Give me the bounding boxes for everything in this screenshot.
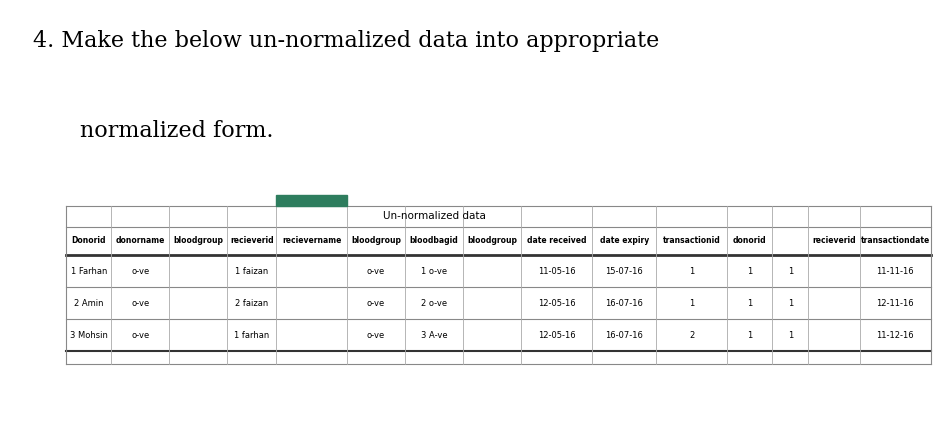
- Text: bloodgroup: bloodgroup: [466, 236, 516, 245]
- Text: o-ve: o-ve: [131, 331, 149, 340]
- Text: 3 A-ve: 3 A-ve: [420, 331, 447, 340]
- Text: 11-11-16: 11-11-16: [876, 267, 913, 276]
- Text: normalized form.: normalized form.: [80, 120, 274, 142]
- Text: o-ve: o-ve: [131, 299, 149, 308]
- Text: transactionid: transactionid: [662, 236, 720, 245]
- Text: 1 Farhan: 1 Farhan: [71, 267, 107, 276]
- Text: 1: 1: [787, 331, 792, 340]
- Text: 1 faizan: 1 faizan: [235, 267, 268, 276]
- Text: 12-05-16: 12-05-16: [537, 331, 575, 340]
- Text: 12-11-16: 12-11-16: [876, 299, 913, 308]
- Bar: [276, 195, 346, 206]
- Text: recieverid: recieverid: [812, 236, 855, 245]
- Text: o-ve: o-ve: [366, 267, 385, 276]
- Text: recieverid: recieverid: [229, 236, 273, 245]
- Text: bloodgroup: bloodgroup: [350, 236, 400, 245]
- Text: 1 farhan: 1 farhan: [234, 331, 269, 340]
- Text: recievername: recievername: [281, 236, 341, 245]
- Text: 1: 1: [747, 267, 751, 276]
- Text: donorid: donorid: [733, 236, 766, 245]
- Text: 1: 1: [747, 299, 751, 308]
- Text: 1: 1: [787, 299, 792, 308]
- Text: o-ve: o-ve: [366, 299, 385, 308]
- Text: 15-07-16: 15-07-16: [604, 267, 642, 276]
- Text: bloodgroup: bloodgroup: [173, 236, 223, 245]
- Text: 1: 1: [688, 299, 694, 308]
- Text: 11-12-16: 11-12-16: [876, 331, 913, 340]
- Text: bloodbagid: bloodbagid: [410, 236, 458, 245]
- Text: 12-05-16: 12-05-16: [537, 299, 575, 308]
- Text: 1 o-ve: 1 o-ve: [420, 267, 447, 276]
- Text: 3 Mohsin: 3 Mohsin: [70, 331, 108, 340]
- Text: 11-05-16: 11-05-16: [537, 267, 575, 276]
- Text: o-ve: o-ve: [131, 267, 149, 276]
- Text: 2 Amin: 2 Amin: [74, 299, 103, 308]
- Text: 16-07-16: 16-07-16: [604, 299, 642, 308]
- Text: Donorid: Donorid: [72, 236, 106, 245]
- Text: 2 o-ve: 2 o-ve: [420, 299, 447, 308]
- Text: Un-normalized data: Un-normalized data: [382, 211, 485, 221]
- Text: 1: 1: [688, 267, 694, 276]
- Text: transactiondate: transactiondate: [860, 236, 929, 245]
- Text: 1: 1: [787, 267, 792, 276]
- Text: 2: 2: [688, 331, 694, 340]
- Text: o-ve: o-ve: [366, 331, 385, 340]
- Text: date received: date received: [526, 236, 585, 245]
- Text: 2 faizan: 2 faizan: [235, 299, 268, 308]
- Text: 1: 1: [747, 331, 751, 340]
- Text: 4. Make the below un-normalized data into appropriate: 4. Make the below un-normalized data int…: [33, 30, 659, 52]
- Text: 16-07-16: 16-07-16: [604, 331, 642, 340]
- Text: date expiry: date expiry: [598, 236, 649, 245]
- Text: donorname: donorname: [115, 236, 165, 245]
